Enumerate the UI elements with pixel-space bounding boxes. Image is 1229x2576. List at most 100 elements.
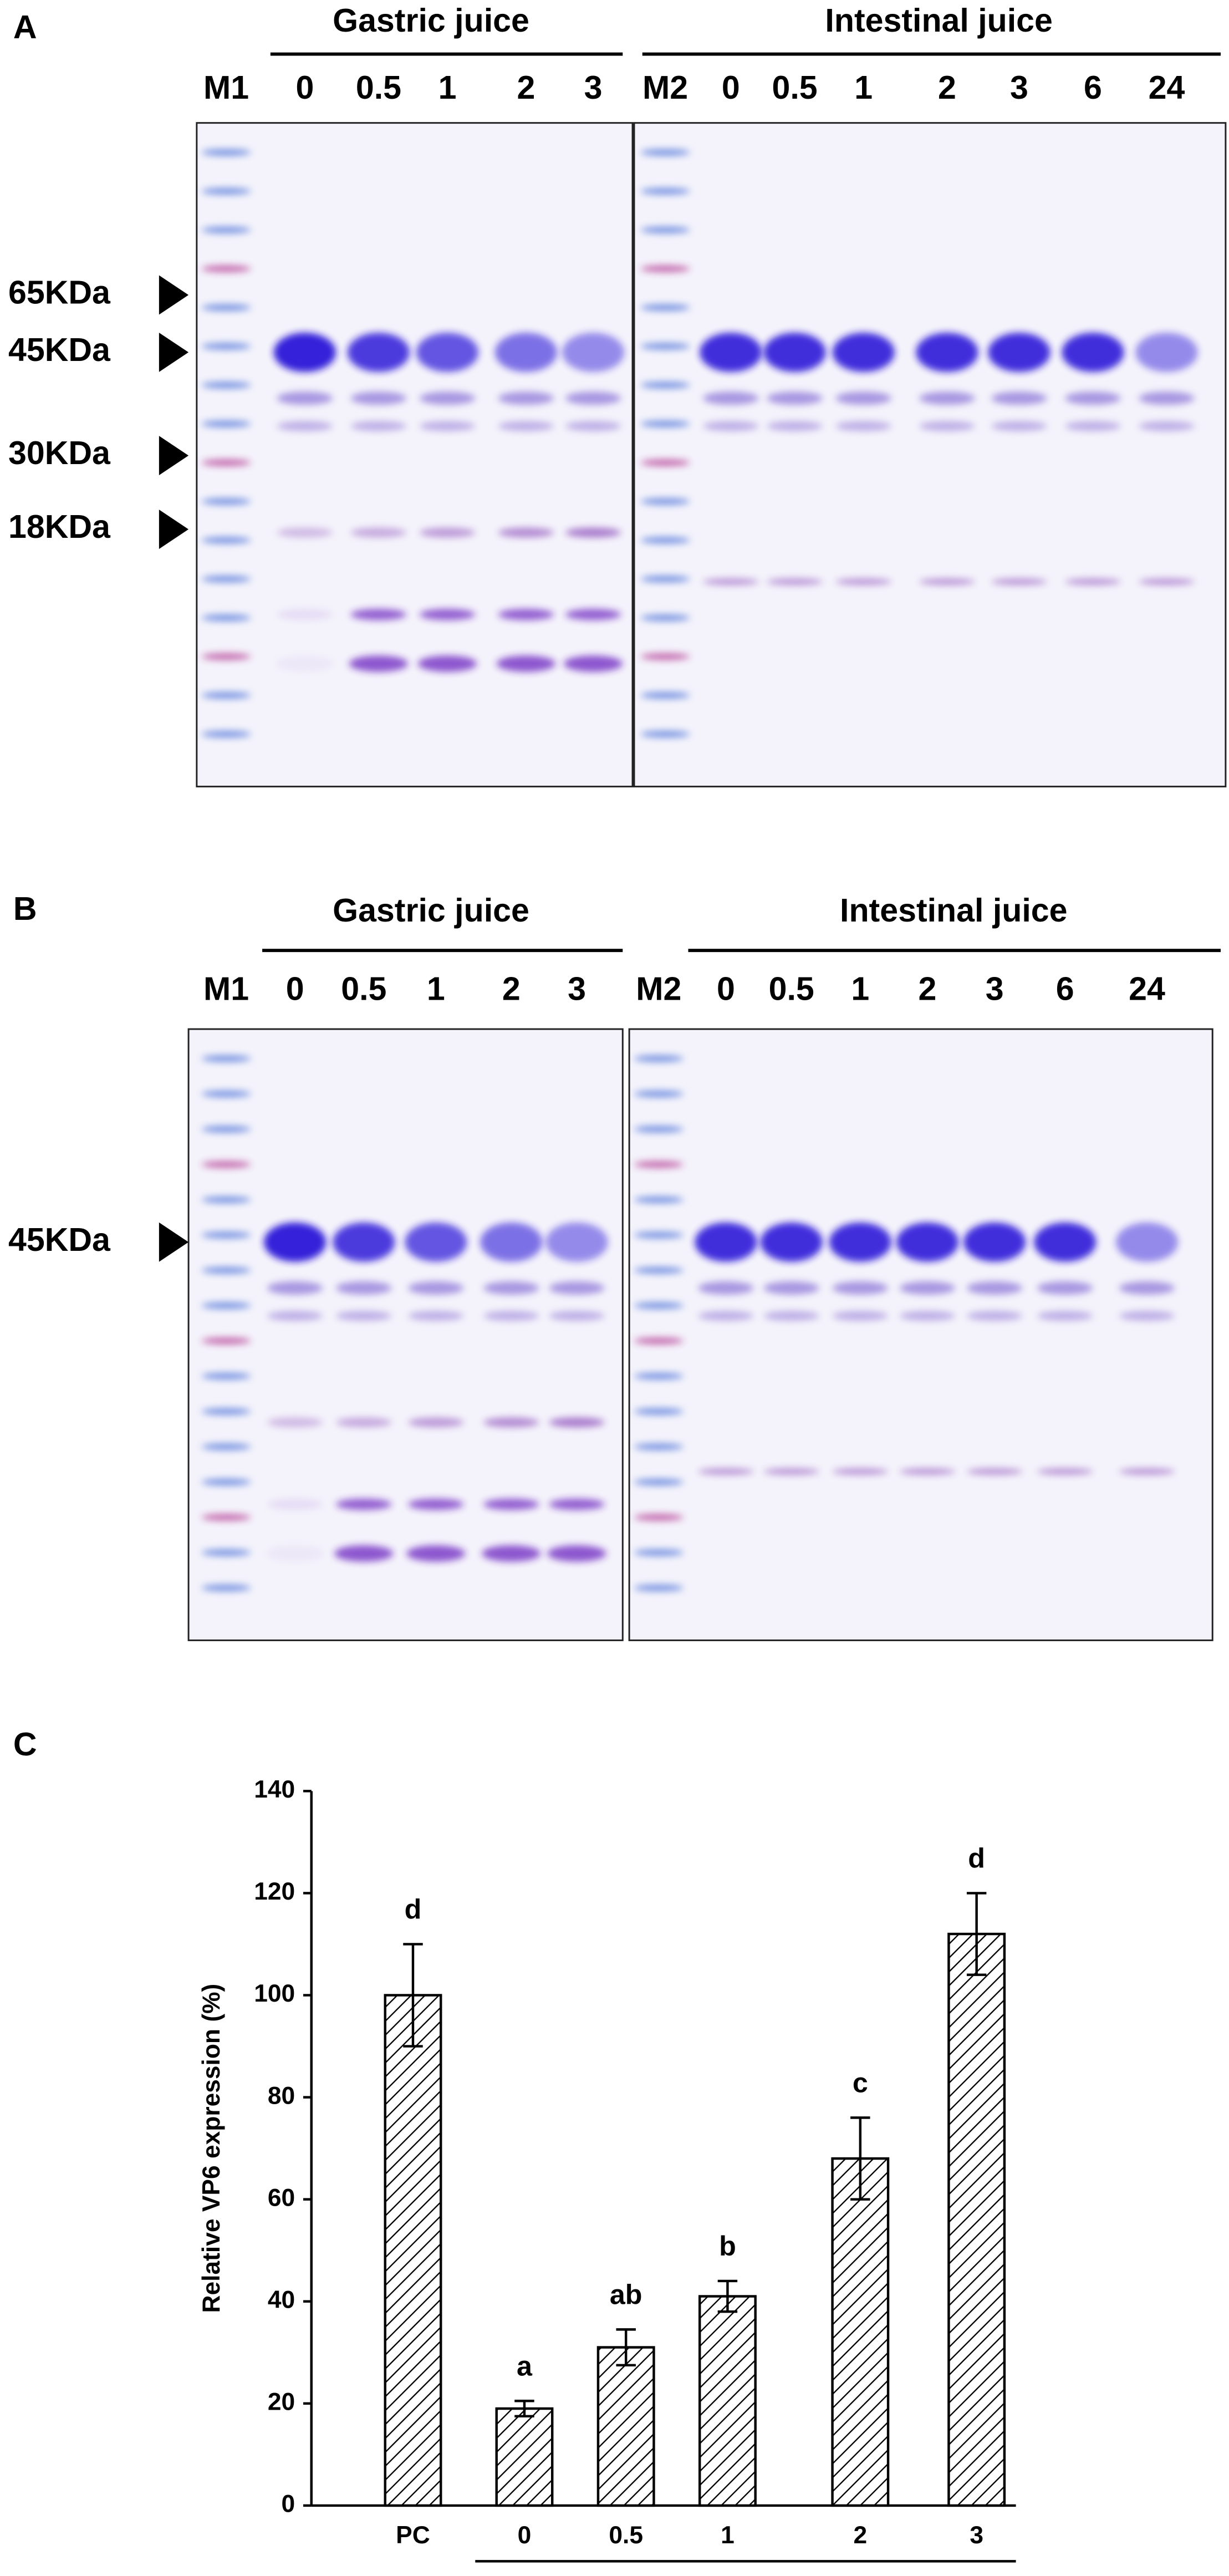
marker-label: 18KDa	[8, 508, 111, 545]
significance-label: b	[719, 2231, 736, 2262]
marker-arrow	[159, 436, 189, 476]
gel-band	[634, 1196, 684, 1203]
gel-band	[201, 614, 251, 622]
lane-label: 0	[295, 69, 314, 106]
panel-label: C	[13, 1725, 37, 1763]
gel-band	[334, 1545, 394, 1562]
lane-label: 1	[851, 970, 869, 1007]
lane-label: 0.5	[772, 69, 818, 106]
gel-band	[1065, 391, 1121, 405]
gel-band	[703, 421, 759, 431]
gel-band	[640, 420, 690, 427]
gel-band	[273, 332, 336, 372]
gel-band	[634, 1479, 684, 1485]
gel-band	[634, 1267, 684, 1274]
gel-band	[565, 421, 621, 431]
lane-label: 0	[286, 970, 304, 1007]
gel-band	[277, 527, 333, 538]
gel-band	[763, 1468, 819, 1475]
gel-band	[562, 332, 625, 372]
gel-band	[483, 1311, 539, 1321]
gel-band	[201, 343, 251, 350]
gel-band	[419, 608, 476, 620]
gel-band	[201, 692, 251, 699]
gel-band	[919, 391, 975, 405]
gel-band	[498, 421, 554, 431]
gel-band	[201, 1373, 251, 1379]
gel-band	[201, 1408, 251, 1415]
bar	[698, 2295, 757, 2507]
x-tick-label: 0.5	[609, 2522, 643, 2549]
lane-label: 6	[1084, 69, 1102, 106]
gel-band	[201, 1267, 251, 1274]
gel-band	[767, 578, 823, 586]
gel-band	[350, 421, 407, 431]
gel-band	[201, 265, 251, 272]
gel-band	[1119, 1311, 1175, 1321]
gel-band	[640, 614, 690, 622]
gel-band	[896, 1222, 959, 1262]
gel-band	[267, 1281, 323, 1295]
gel-band	[201, 1479, 251, 1485]
gel-band	[1062, 332, 1124, 372]
gel-band	[336, 1311, 392, 1321]
gel-band	[698, 1281, 754, 1295]
gel-band	[201, 1443, 251, 1450]
gel-band	[201, 1161, 251, 1168]
gel-band	[483, 1417, 539, 1428]
lane-label: 1	[854, 69, 873, 106]
gel-band	[634, 1090, 684, 1097]
gel-band	[640, 343, 690, 350]
gel-band	[832, 1468, 889, 1475]
gel-band	[267, 1311, 323, 1321]
gel-band	[201, 381, 251, 389]
gel-band	[549, 1498, 605, 1510]
gel-band	[767, 391, 823, 405]
lane-label: 0.5	[356, 69, 401, 106]
y-tick-label: 100	[254, 1980, 295, 2007]
gel-band	[201, 187, 251, 195]
gel-band	[419, 421, 476, 431]
significance-label: c	[853, 2068, 868, 2099]
gel-band	[966, 1468, 1023, 1475]
gel-band	[563, 655, 623, 672]
gel-band	[899, 1311, 956, 1321]
gel-band	[201, 1231, 251, 1239]
gel-band	[919, 421, 975, 431]
marker-label: 45KDa	[8, 1221, 111, 1258]
gel-band	[350, 391, 407, 405]
lane-label: M2	[642, 69, 688, 106]
gel-band	[1034, 1222, 1097, 1262]
gel-band	[634, 1161, 684, 1168]
gel-band	[201, 420, 251, 427]
marker-arrow	[159, 510, 189, 549]
lane-label: M2	[636, 970, 681, 1007]
lane-label: M1	[203, 69, 249, 106]
gel-band	[698, 1468, 754, 1475]
gel-band	[832, 332, 895, 372]
gel-band	[640, 537, 690, 544]
y-axis-label: Relative VP6 expression (%)	[198, 1984, 225, 2313]
gel-band	[991, 421, 1047, 431]
gel-band	[549, 1311, 605, 1321]
gel-band	[201, 226, 251, 233]
gel-band	[201, 1549, 251, 1556]
gel-band	[760, 1222, 823, 1262]
gel-band	[640, 498, 690, 505]
group-title: Gastric juice	[333, 892, 529, 929]
gel-band	[634, 1584, 684, 1591]
gel-band	[1037, 1311, 1093, 1321]
y-tick-label: 140	[254, 1776, 295, 1803]
lane-label: 3	[1010, 69, 1028, 106]
gel-band	[1139, 391, 1195, 405]
gel-band	[347, 332, 410, 372]
lane-label: 1	[427, 970, 445, 1007]
gel-band	[991, 391, 1047, 405]
gel-band	[640, 187, 690, 195]
gel-band	[763, 332, 826, 372]
gel-band	[565, 391, 621, 405]
gel-band	[1119, 1281, 1175, 1295]
bar	[384, 1994, 442, 2507]
gel-band	[763, 1311, 819, 1321]
